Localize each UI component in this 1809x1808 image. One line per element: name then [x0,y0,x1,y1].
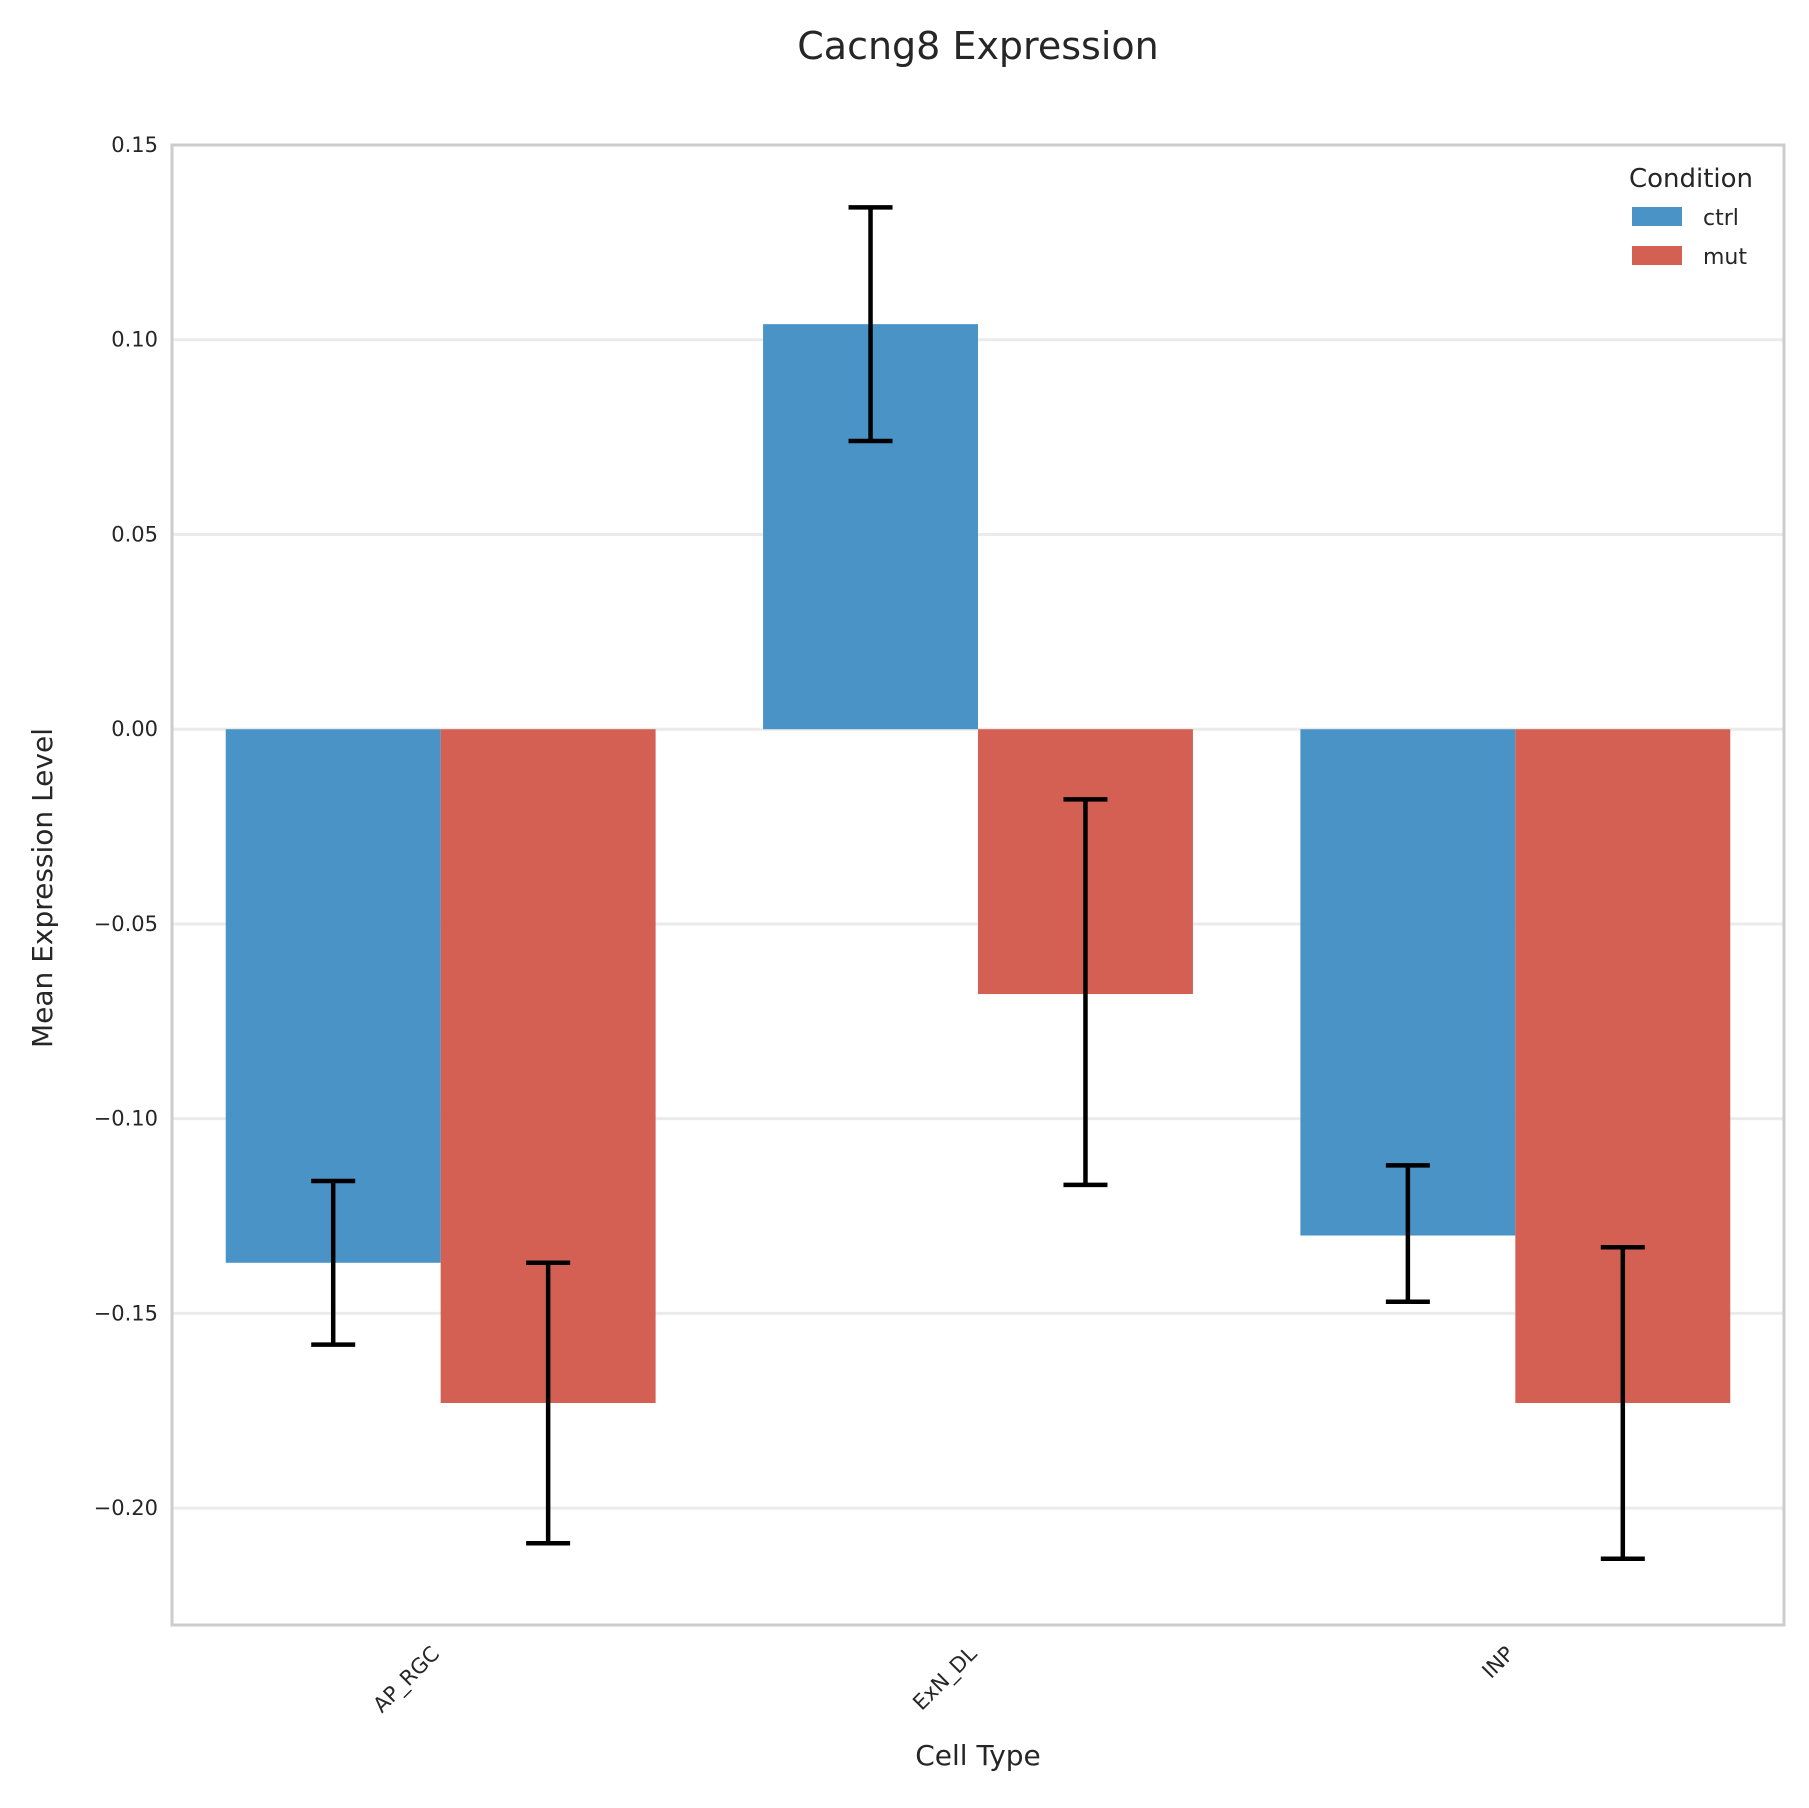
y-tick-label: −0.15 [94,1301,158,1325]
legend-title: Condition [1629,164,1753,194]
y-axis-label: Mean Expression Level [26,728,59,1048]
bar-ctrl-AP_RGC [225,729,441,1263]
y-tick-label: −0.10 [94,1107,158,1131]
legend-swatch-ctrl [1632,207,1682,226]
y-tick-label: 0.15 [111,133,158,157]
plot-frame [170,143,1786,1627]
bar-ctrl-INP [1300,729,1516,1236]
legend-label-mut: mut [1703,245,1747,270]
y-tick-label: 0.05 [111,522,158,546]
legend: Condition ctrl mut [1629,164,1753,270]
x-axis-label: Cell Type [915,1739,1041,1772]
legend-label-ctrl: ctrl [1703,206,1739,231]
chart-title: Cacng8 Expression [797,24,1158,68]
y-tick-label: −0.05 [94,912,158,936]
error-bars [311,205,1645,1562]
y-tick-label: 0.00 [111,717,158,741]
y-axis-ticks: 0.15 0.10 0.05 0.00 −0.05 −0.10 −0.15 −0.20 [94,133,158,1520]
y-tick-label: 0.10 [111,328,158,352]
y-tick-label: −0.20 [94,1496,158,1520]
legend-swatch-mut [1632,246,1682,265]
